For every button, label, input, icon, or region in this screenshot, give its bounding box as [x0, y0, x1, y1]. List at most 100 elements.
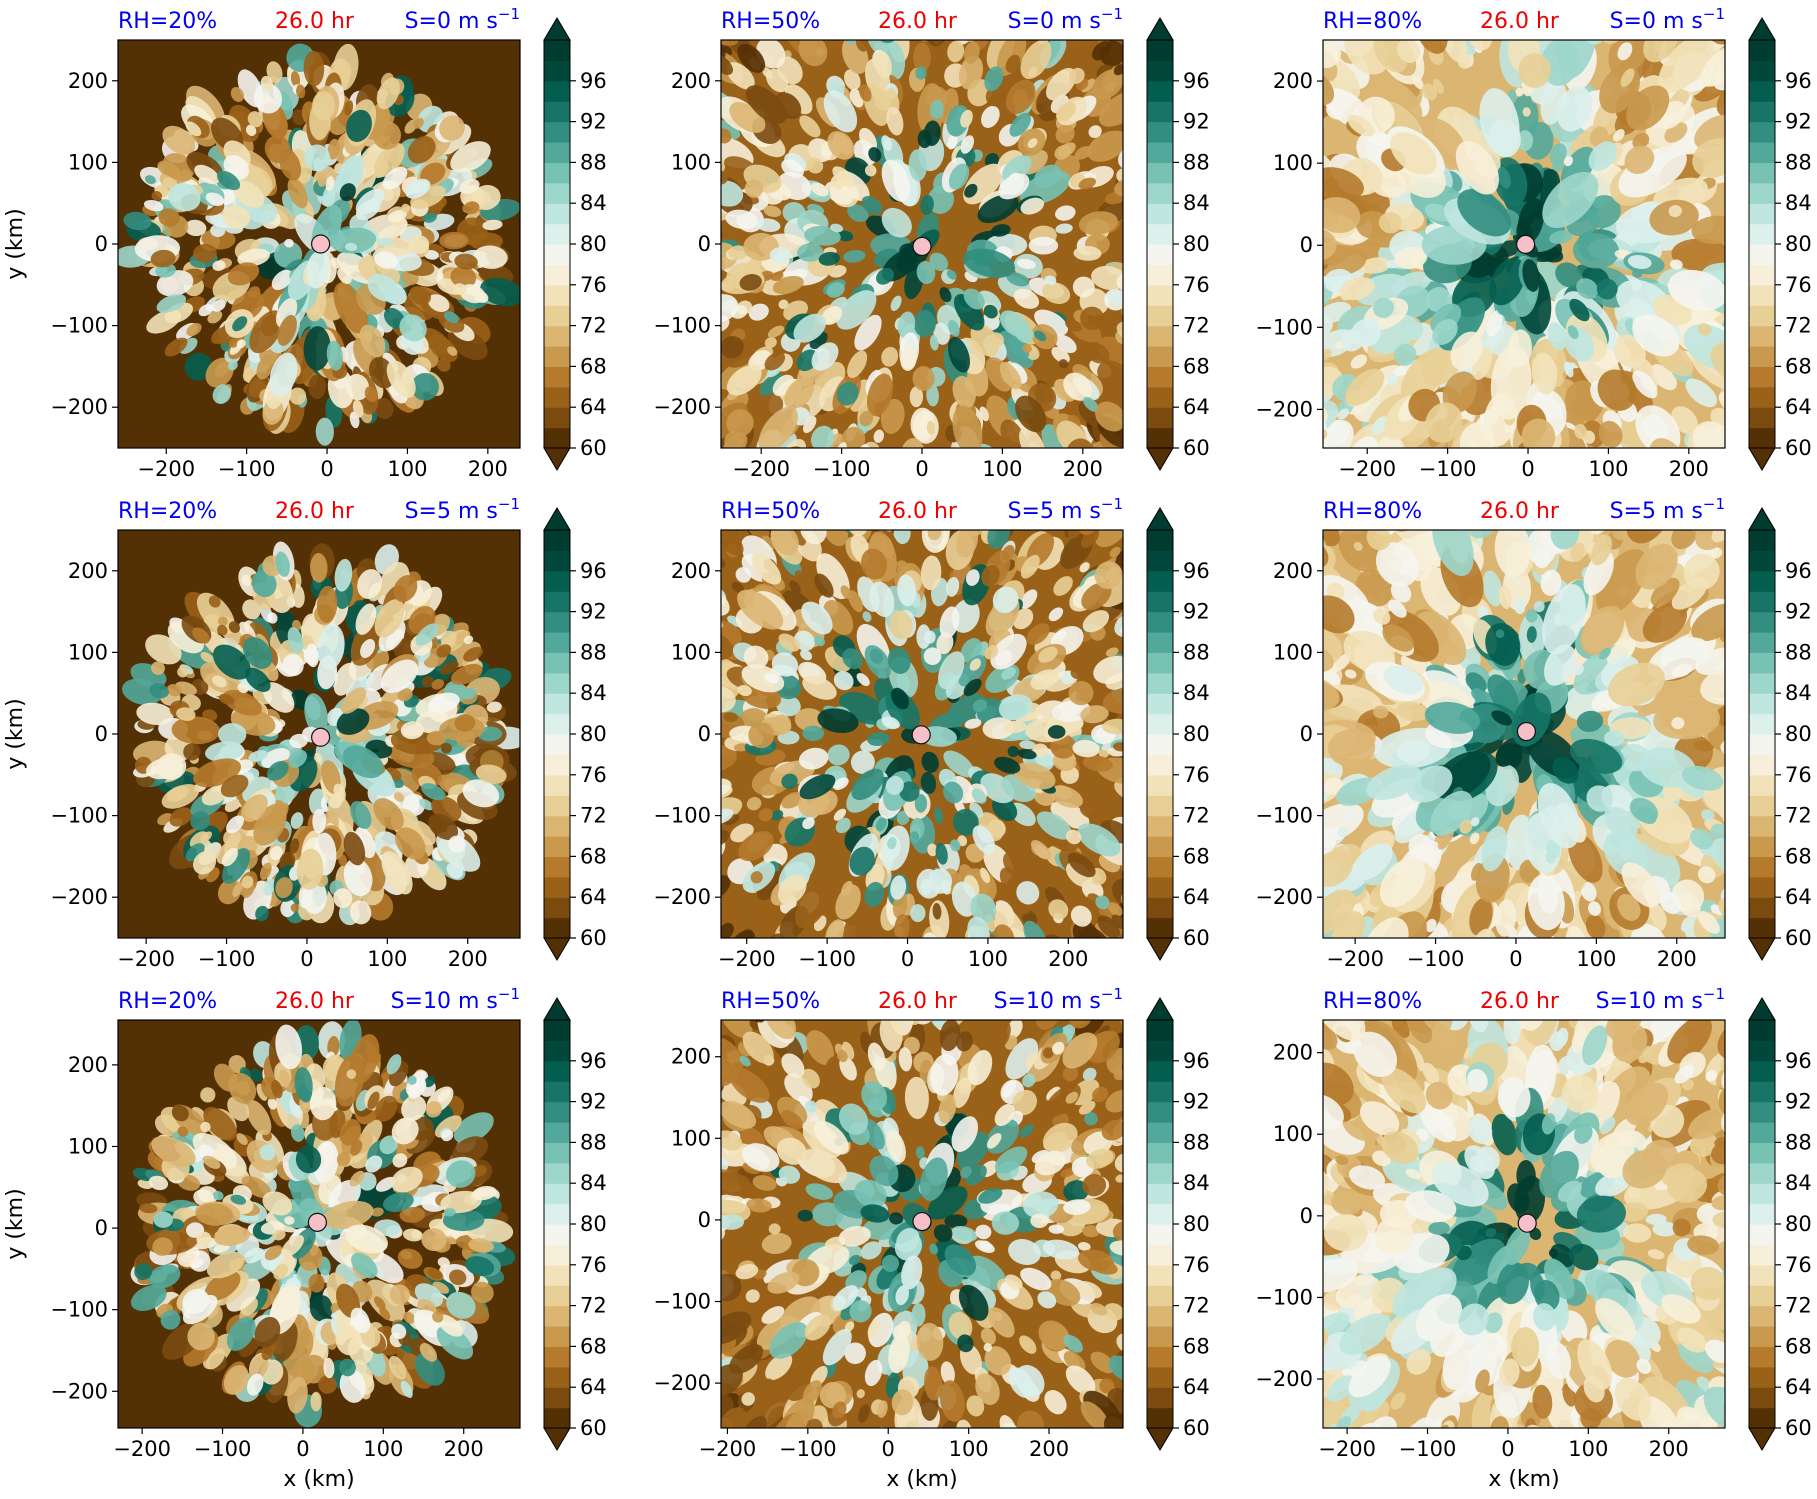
rh-contour-cell — [1467, 40, 1493, 51]
rh-contour-cell — [869, 937, 897, 938]
rh-contour-cell — [863, 489, 877, 507]
rh-contour-cell — [1495, 471, 1515, 498]
rh-contour-cell — [977, 194, 1019, 224]
x-tick-label: 100 — [968, 947, 1008, 971]
rh-contour-cell — [858, 942, 880, 969]
rh-contour-cell — [885, 454, 904, 483]
rh-contour-cell — [1486, 310, 1503, 337]
rh-contour-cell — [676, 584, 696, 602]
rh-contour-cell — [970, 323, 1000, 357]
rh-contour-cell — [1122, 305, 1123, 321]
rh-contour-cell — [1041, 424, 1074, 448]
y-tick-label: 200 — [1273, 69, 1313, 93]
rh-contour-cell — [1547, 322, 1568, 351]
colorbar-extend-max — [543, 507, 571, 531]
colorbar-segment — [1147, 917, 1173, 939]
y-tick-label: 100 — [671, 640, 711, 664]
colorbar-tick-label: 60 — [580, 926, 607, 950]
rh-contour-cell — [1539, 937, 1549, 938]
rh-contour-cell — [1323, 40, 1342, 69]
time-label: 26.0 hr — [1480, 9, 1560, 34]
rh-contour-cell — [1450, 1, 1463, 14]
rh-contour-cell — [1571, 0, 1609, 7]
rh-contour-cell — [972, 699, 988, 713]
y-tick-label: 200 — [68, 69, 108, 93]
rh-contour-cell — [1111, 914, 1123, 930]
rh-contour-cell — [212, 384, 232, 404]
x-tick-label: 100 — [387, 457, 427, 481]
rh-contour-cell — [915, 66, 927, 80]
rh-contour-cell — [800, 530, 827, 545]
colorbar-segment — [1147, 40, 1173, 61]
rh-contour-cell — [633, 832, 673, 866]
colorbar-tick-label: 80 — [580, 232, 607, 256]
x-tick-label: −200 — [1338, 457, 1396, 481]
rh-contour-cell — [1701, 809, 1715, 822]
rh-contour-cell — [881, 135, 892, 151]
rh-contour-cell — [183, 743, 201, 761]
rh-contour-cell — [1662, 783, 1682, 802]
rh-contour-cell — [198, 304, 214, 317]
rh-contour-cell — [1531, 352, 1558, 395]
time-label: 26.0 hr — [275, 499, 355, 524]
colorbar-segment — [1147, 80, 1173, 102]
rh-contour-cell — [802, 725, 825, 742]
rh-contour-cell — [210, 224, 226, 238]
rh-contour-cell — [397, 688, 413, 702]
rh-contour-cell — [1477, 605, 1489, 619]
rh-contour-cell — [858, 84, 872, 102]
rh-contour-cell — [214, 360, 230, 377]
rh-contour-cell — [894, 913, 910, 938]
rh-contour-cell — [1065, 829, 1082, 845]
rh-contour-cell — [1697, 866, 1716, 884]
rh-contour-cell — [1047, 465, 1063, 482]
rh-contour-cell — [415, 623, 439, 646]
rh-contour-cell — [770, 810, 784, 821]
rh-contour-cell — [1005, 79, 1036, 114]
rh-contour-cell — [867, 732, 890, 746]
rh-contour-cell — [1585, 914, 1606, 938]
x-tick-label: −100 — [813, 457, 871, 481]
rh-contour-cell — [854, 314, 882, 351]
rh-contour-cell — [912, 366, 935, 391]
rh-contour-cell — [1215, 705, 1224, 714]
rh-contour-cell — [857, 576, 880, 613]
colorbar-tick-label: 64 — [580, 885, 607, 909]
colorbar-segment — [1147, 550, 1173, 572]
colorbar-segment — [544, 244, 570, 265]
rh-contour-cell — [1563, 155, 1574, 167]
colorbar-segment — [544, 897, 570, 919]
rh-contour-cell — [1093, 655, 1123, 684]
rh-contour-cell — [989, 484, 1002, 497]
rh-contour-cell — [982, 717, 1015, 740]
rh-contour-cell — [1264, 97, 1322, 148]
rh-contour-cell — [1323, 889, 1356, 935]
rh-contour-cell — [1394, 246, 1428, 269]
colorbar-segment — [1147, 346, 1173, 367]
y-tick-label: 100 — [671, 150, 711, 174]
rh-contour-cell — [923, 647, 942, 666]
colorbar-segment — [544, 264, 570, 286]
colorbar-tick-label: 92 — [580, 110, 607, 134]
rh-contour-cell — [287, 627, 304, 654]
rh-contour-cell — [1582, 993, 1595, 1007]
rh-contour-cell — [1326, 582, 1345, 600]
rh-contour-cell — [326, 340, 344, 371]
rh-contour-cell — [970, 5, 989, 28]
rh-contour-cell — [1537, 482, 1546, 496]
rh-contour-cell — [1326, 104, 1343, 120]
rh-contour-cell — [826, 282, 845, 298]
rh-contour-cell — [913, 310, 936, 338]
rh-contour-cell — [1633, 461, 1651, 484]
rh-contour-cell — [1077, 823, 1121, 857]
rh-contour-cell — [1035, 470, 1055, 492]
rh-contour-cell — [1525, 609, 1538, 623]
rh-contour-cell — [269, 352, 298, 397]
rh-contour-cell — [184, 219, 207, 237]
y-tick-label: −100 — [653, 804, 711, 828]
rh-contour-cell — [671, 188, 701, 212]
x-tick-label: 200 — [1048, 947, 1088, 971]
rh-contour-cell — [929, 252, 949, 272]
rh-contour-cell — [1022, 343, 1032, 353]
rh-contour-cell — [352, 399, 364, 418]
